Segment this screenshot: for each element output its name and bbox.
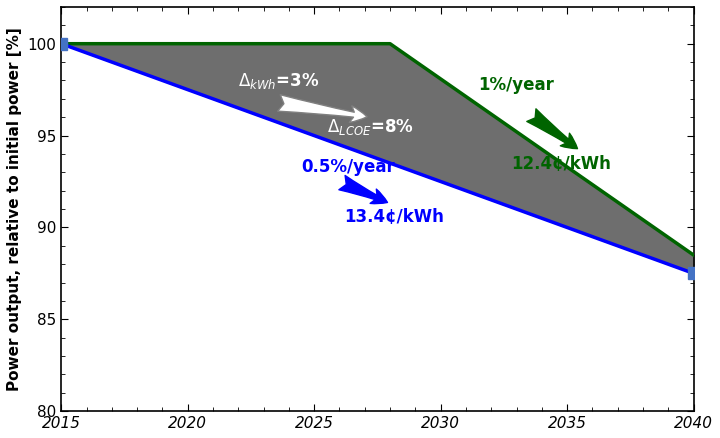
Text: $\Delta_{LCOE}$=8%: $\Delta_{LCOE}$=8% <box>327 117 413 137</box>
Text: 13.4¢/kWh: 13.4¢/kWh <box>344 208 444 226</box>
Y-axis label: Power output, relative to initial power [%]: Power output, relative to initial power … <box>7 27 22 391</box>
Text: 12.4¢/kWh: 12.4¢/kWh <box>511 155 611 173</box>
Text: 0.5%/year: 0.5%/year <box>302 158 395 177</box>
Text: 1%/year: 1%/year <box>479 76 554 94</box>
Text: $\Delta_{kWh}$=3%: $\Delta_{kWh}$=3% <box>238 71 320 91</box>
